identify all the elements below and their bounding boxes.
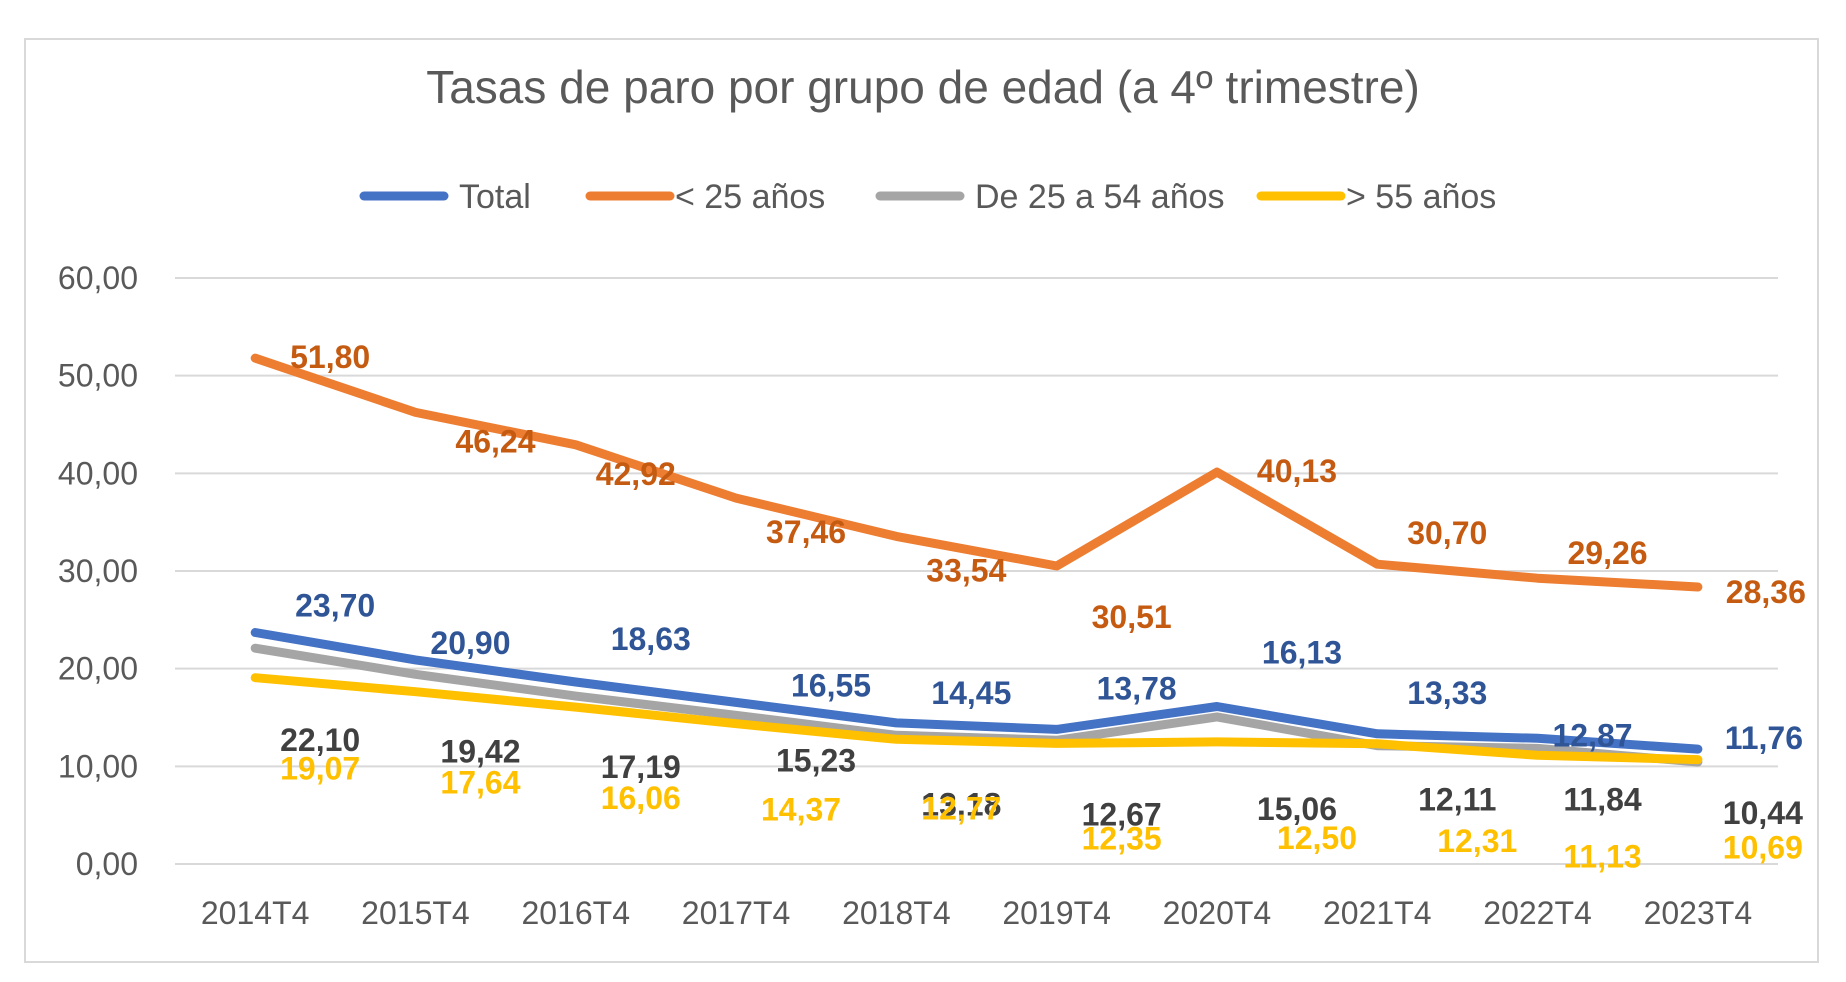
data-label: 16,06 — [601, 780, 681, 816]
legend: Total < 25 años De 25 a 54 años > 55 años — [359, 178, 1496, 216]
data-label: 12,11 — [1418, 782, 1496, 818]
x-tick-label: 2017T4 — [682, 895, 791, 931]
y-tick-label: 30,00 — [58, 553, 138, 589]
y-tick-label: 50,00 — [58, 358, 138, 394]
x-tick-label: 2015T4 — [361, 895, 470, 931]
chart-title: Tasas de paro por grupo de edad (a 4º tr… — [426, 61, 1420, 113]
data-label: 12,77 — [921, 790, 1001, 826]
data-label: 17,19 — [601, 749, 681, 785]
data-label: 12,67 — [1082, 796, 1162, 832]
legend-label: De 25 a 54 años — [975, 178, 1225, 216]
data-label: 14,45 — [931, 675, 1011, 711]
x-tick-label: 2023T4 — [1644, 895, 1753, 931]
x-tick-label: 2014T4 — [201, 895, 310, 931]
data-label: 19,07 — [280, 751, 360, 787]
data-label: 30,51 — [1092, 599, 1172, 635]
x-tick-label: 2021T4 — [1323, 895, 1432, 931]
data-label: 11,84 — [1563, 781, 1642, 817]
data-label: 11,76 — [1725, 720, 1803, 756]
data-label: 29,26 — [1568, 535, 1648, 571]
data-label: 12,87 — [1553, 717, 1633, 753]
grid — [175, 277, 1778, 865]
y-tick-label: 20,00 — [58, 651, 138, 687]
data-label: 10,44 — [1723, 795, 1803, 831]
data-label: 14,37 — [761, 792, 841, 828]
data-label: 15,06 — [1257, 791, 1337, 827]
data-label: 46,24 — [455, 423, 535, 459]
data-label: 16,13 — [1262, 634, 1342, 670]
series-line-3 — [250, 673, 1703, 765]
data-label: 16,55 — [791, 667, 871, 703]
data-label: 13,33 — [1407, 675, 1487, 711]
data-label: 22,10 — [280, 722, 360, 758]
y-tick-label: 60,00 — [58, 260, 138, 296]
x-tick-label: 2018T4 — [842, 895, 951, 931]
data-label: 42,92 — [596, 456, 676, 492]
data-label: 30,70 — [1407, 515, 1487, 551]
x-axis: 2014T4 2015T4 2016T4 2017T4 2018T4 2019T4 2020… — [201, 895, 1752, 931]
y-tick-label: 10,00 — [58, 748, 138, 784]
data-label: 19,42 — [440, 733, 520, 769]
series-lines — [250, 353, 1703, 767]
data-label: 11,13 — [1563, 838, 1641, 874]
legend-label: > 55 años — [1346, 178, 1496, 216]
data-label: 10,69 — [1723, 830, 1803, 866]
y-axis: 0,00 10,00 20,00 30,00 40,00 50,00 60,00 — [58, 260, 138, 882]
x-tick-label: 2020T4 — [1163, 895, 1272, 931]
x-tick-label: 2022T4 — [1483, 895, 1592, 931]
data-label: 51,80 — [290, 339, 370, 375]
data-label: 12,50 — [1277, 820, 1357, 856]
y-tick-label: 0,00 — [76, 846, 138, 882]
data-label: 23,70 — [295, 588, 375, 624]
data-label: 15,23 — [776, 742, 856, 778]
data-label: 12,35 — [1082, 820, 1162, 856]
data-label: 37,46 — [766, 514, 846, 550]
x-tick-label: 2019T4 — [1002, 895, 1111, 931]
series-line-1 — [250, 353, 1703, 592]
data-label: 12,31 — [1437, 823, 1517, 859]
legend-label: Total — [459, 178, 531, 216]
data-label: 20,90 — [430, 625, 510, 661]
data-label: 28,36 — [1726, 574, 1806, 610]
data-labels: 23,70 20,90 18,63 16,55 14,45 13,78 16,13 13,33… — [280, 339, 1806, 874]
data-label: 17,64 — [440, 765, 520, 801]
data-label: 13,78 — [1097, 670, 1177, 706]
data-label: 13,18 — [921, 786, 1001, 822]
series-line-0 — [250, 628, 1703, 754]
data-label: 40,13 — [1257, 453, 1337, 489]
legend-label: < 25 años — [675, 178, 825, 216]
data-label: 18,63 — [611, 621, 691, 657]
data-label: 33,54 — [926, 552, 1006, 588]
x-tick-label: 2016T4 — [521, 895, 630, 931]
y-tick-label: 40,00 — [58, 455, 138, 491]
